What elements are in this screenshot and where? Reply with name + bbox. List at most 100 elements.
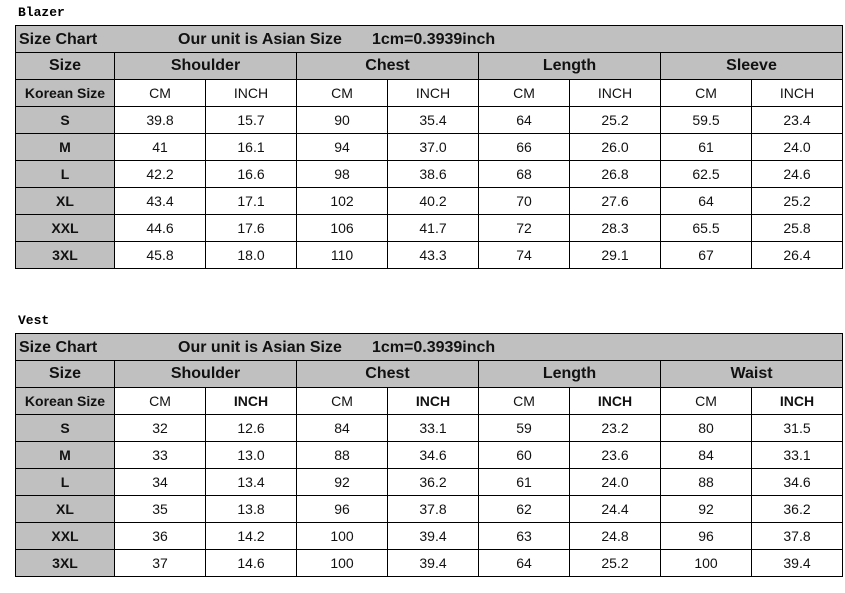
subheader-row: Korean Size CM INCH CM INCH CM INCH CM INCH <box>15 79 844 107</box>
cell: 35 <box>114 495 206 523</box>
group-row: Size Shoulder Chest Length Waist <box>15 360 844 388</box>
cell: 36.2 <box>387 468 479 496</box>
cell: 37.0 <box>387 133 479 161</box>
title-text: Our unit is Asian Size <box>178 31 342 48</box>
data-row: 3XL 37 14.6 100 39.4 64 25.2 100 39.4 <box>15 549 844 577</box>
group-header: Size <box>15 52 115 80</box>
cell: 92 <box>296 468 388 496</box>
group-header: Length <box>478 360 661 388</box>
subheader: INCH <box>569 387 661 415</box>
size-label: L <box>15 468 115 496</box>
cell: 26.0 <box>569 133 661 161</box>
subheader: CM <box>660 79 752 107</box>
cell: 17.1 <box>205 187 297 215</box>
cell: 13.0 <box>205 441 297 469</box>
cell: 25.2 <box>569 549 661 577</box>
cell: 64 <box>660 187 752 215</box>
cell: 26.4 <box>750 241 844 269</box>
title-text: Size Chart <box>19 31 98 48</box>
table-label: Blazer <box>18 5 65 20</box>
cell: 67 <box>660 241 752 269</box>
cell: 72 <box>478 214 570 242</box>
cell: 17.6 <box>205 214 297 242</box>
cell: 36.2 <box>750 495 844 523</box>
cell: 84 <box>660 441 752 469</box>
data-row: M 41 16.1 94 37.0 66 26.0 61 24.0 <box>15 133 844 161</box>
subheader-row: Korean Size CM INCH CM INCH CM INCH CM INCH <box>15 387 844 415</box>
data-row: 3XL 45.8 18.0 110 43.3 74 29.1 67 26.4 <box>15 241 844 269</box>
title-text: 1cm=0.3939inch <box>372 31 496 48</box>
cell: 34 <box>114 468 206 496</box>
data-row: S 39.8 15.7 90 35.4 64 25.2 59.5 23.4 <box>15 106 844 134</box>
data-row: XXL 44.6 17.6 106 41.7 72 28.3 65.5 25.8 <box>15 214 844 242</box>
cell: 42.2 <box>114 160 206 188</box>
cell: 68 <box>478 160 570 188</box>
data-row: XL 43.4 17.1 102 40.2 70 27.6 64 25.2 <box>15 187 844 215</box>
cell: 64 <box>478 106 570 134</box>
cell: 23.4 <box>750 106 844 134</box>
title-cell: Size Chart Our unit is Asian Size 1cm=0.39… <box>14 333 844 361</box>
cell: 80 <box>660 414 752 442</box>
size-label: XL <box>15 187 115 215</box>
title-text: Size Chart <box>19 339 98 356</box>
group-header: Size <box>15 360 115 388</box>
cell: 39.4 <box>387 549 479 577</box>
cell: 90 <box>296 106 388 134</box>
title-text: Our unit is Asian Size <box>178 339 342 356</box>
subheader: Korean Size <box>15 79 115 107</box>
cell: 24.6 <box>750 160 844 188</box>
size-label: S <box>15 414 115 442</box>
cell: 33 <box>114 441 206 469</box>
table-label: Vest <box>18 313 50 328</box>
size-label: XXL <box>15 522 115 550</box>
size-table: Size Chart Our unit is Asian Size 1cm=0.39… <box>14 333 844 577</box>
cell: 14.2 <box>205 522 297 550</box>
size-label: M <box>15 133 115 161</box>
subheader: INCH <box>569 79 661 107</box>
cell: 65.5 <box>660 214 752 242</box>
cell: 23.6 <box>569 441 661 469</box>
cell: 25.8 <box>750 214 844 242</box>
cell: 37 <box>114 549 206 577</box>
group-header: Shoulder <box>114 52 297 80</box>
subheader: CM <box>114 79 206 107</box>
subheader: CM <box>296 79 388 107</box>
cell: 25.2 <box>750 187 844 215</box>
subheader: INCH <box>205 387 297 415</box>
cell: 98 <box>296 160 388 188</box>
data-row: L 42.2 16.6 98 38.6 68 26.8 62.5 24.6 <box>15 160 844 188</box>
size-label: XL <box>15 495 115 523</box>
cell: 110 <box>296 241 388 269</box>
cell: 88 <box>296 441 388 469</box>
cell: 96 <box>660 522 752 550</box>
cell: 38.6 <box>387 160 479 188</box>
size-label: S <box>15 106 115 134</box>
cell: 102 <box>296 187 388 215</box>
cell: 88 <box>660 468 752 496</box>
cell: 43.4 <box>114 187 206 215</box>
subheader: CM <box>660 387 752 415</box>
subheader: INCH <box>750 79 844 107</box>
cell: 33.1 <box>750 441 844 469</box>
cell: 44.6 <box>114 214 206 242</box>
cell: 27.6 <box>569 187 661 215</box>
size-label: L <box>15 160 115 188</box>
title-cell: Size Chart Our unit is Asian Size 1cm=0.39… <box>14 25 844 53</box>
cell: 24.0 <box>750 133 844 161</box>
title-row: Size Chart Our unit is Asian Size 1cm=0.39… <box>14 25 844 53</box>
cell: 28.3 <box>569 214 661 242</box>
cell: 41.7 <box>387 214 479 242</box>
group-header: Shoulder <box>114 360 297 388</box>
cell: 59.5 <box>660 106 752 134</box>
data-row: S 32 12.6 84 33.1 59 23.2 80 31.5 <box>15 414 844 442</box>
group-header: Length <box>478 52 661 80</box>
cell: 37.8 <box>387 495 479 523</box>
cell: 39.8 <box>114 106 206 134</box>
cell: 14.6 <box>205 549 297 577</box>
subheader: INCH <box>205 79 297 107</box>
cell: 24.8 <box>569 522 661 550</box>
title-row: Size Chart Our unit is Asian Size 1cm=0.39… <box>14 333 844 361</box>
cell: 41 <box>114 133 206 161</box>
cell: 24.4 <box>569 495 661 523</box>
